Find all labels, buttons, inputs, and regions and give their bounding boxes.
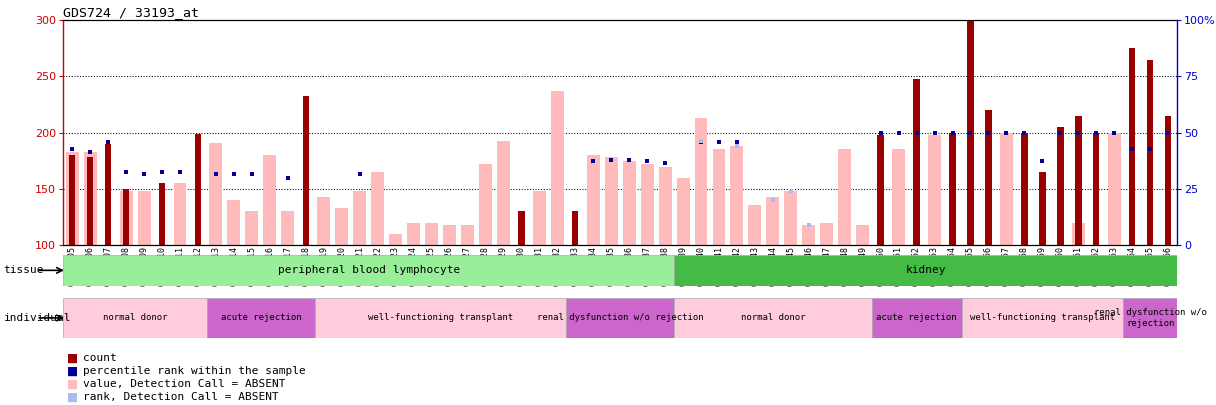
Text: ■: ■ — [67, 378, 78, 391]
Text: GDS724 / 33193_at: GDS724 / 33193_at — [63, 6, 199, 19]
Bar — [572, 211, 579, 245]
Bar — [195, 134, 201, 245]
Bar — [1040, 172, 1046, 245]
Bar — [623, 161, 636, 245]
Bar — [84, 152, 96, 245]
Text: normal donor: normal donor — [103, 313, 168, 322]
Bar — [1124, 298, 1177, 338]
Bar — [838, 149, 851, 245]
Text: percentile rank within the sample: percentile rank within the sample — [83, 367, 305, 376]
Text: ■: ■ — [67, 352, 78, 365]
Bar — [872, 298, 962, 338]
Text: kidney: kidney — [906, 265, 946, 275]
Text: rank, Detection Call = ABSENT: rank, Detection Call = ABSENT — [83, 392, 278, 402]
Text: well-functioning transplant: well-functioning transplant — [970, 313, 1115, 322]
Bar — [69, 155, 75, 245]
Bar — [950, 133, 956, 245]
Bar — [1071, 223, 1085, 245]
Text: individual: individual — [4, 313, 72, 323]
Bar — [766, 197, 779, 245]
Bar — [1128, 48, 1136, 245]
Text: ■: ■ — [67, 365, 78, 378]
Bar — [567, 298, 674, 338]
Bar — [443, 225, 456, 245]
Bar — [1093, 133, 1099, 245]
Bar — [518, 211, 524, 245]
Bar — [461, 225, 474, 245]
Bar — [1021, 133, 1028, 245]
Bar — [317, 197, 331, 245]
Text: acute rejection: acute rejection — [220, 313, 302, 322]
Bar — [676, 178, 689, 245]
Bar — [389, 234, 402, 245]
Bar — [281, 211, 294, 245]
Bar — [856, 225, 869, 245]
Bar — [1108, 133, 1121, 245]
Bar — [784, 191, 798, 245]
Bar — [674, 298, 872, 338]
Bar — [1075, 116, 1081, 245]
Bar — [967, 20, 974, 245]
Text: well-functioning transplant: well-functioning transplant — [368, 313, 513, 322]
Bar — [66, 152, 79, 245]
Bar — [137, 191, 151, 245]
Bar — [674, 255, 1177, 286]
Bar — [119, 191, 133, 245]
Bar — [878, 135, 884, 245]
Bar — [551, 91, 564, 245]
Bar — [336, 208, 348, 245]
Bar — [88, 158, 94, 245]
Text: peripheral blood lymphocyte: peripheral blood lymphocyte — [277, 265, 460, 275]
Bar — [928, 135, 941, 245]
Bar — [207, 298, 315, 338]
Bar — [731, 146, 743, 245]
Bar — [353, 191, 366, 245]
Bar — [303, 96, 309, 245]
Text: renal dysfunction w/o
rejection: renal dysfunction w/o rejection — [1093, 308, 1206, 328]
Bar — [209, 143, 223, 245]
Bar — [371, 172, 384, 245]
Bar — [604, 158, 618, 245]
Bar — [913, 79, 919, 245]
Bar — [641, 164, 653, 245]
Bar — [1057, 127, 1064, 245]
Bar — [1165, 116, 1171, 245]
Bar — [246, 211, 258, 245]
Bar — [105, 144, 112, 245]
Bar — [63, 255, 674, 286]
Bar — [748, 205, 761, 245]
Bar — [659, 168, 671, 245]
Bar — [315, 298, 567, 338]
Bar — [803, 225, 815, 245]
Bar — [1147, 60, 1153, 245]
Bar — [479, 164, 492, 245]
Bar — [713, 149, 726, 245]
Text: normal donor: normal donor — [741, 313, 805, 322]
Bar — [426, 223, 438, 245]
Bar — [407, 223, 420, 245]
Bar — [159, 183, 165, 245]
Bar — [1000, 133, 1013, 245]
Bar — [694, 118, 708, 245]
Bar — [497, 141, 510, 245]
Bar — [264, 155, 276, 245]
Bar — [821, 223, 833, 245]
Bar — [63, 298, 207, 338]
Text: ■: ■ — [67, 391, 78, 404]
Bar — [587, 155, 599, 245]
Bar — [227, 200, 241, 245]
Bar — [123, 189, 129, 245]
Text: count: count — [83, 354, 117, 363]
Bar — [533, 191, 546, 245]
Bar — [893, 149, 905, 245]
Text: tissue: tissue — [4, 265, 44, 275]
Bar — [174, 183, 186, 245]
Text: value, Detection Call = ABSENT: value, Detection Call = ABSENT — [83, 379, 286, 389]
Text: renal dysfunction w/o rejection: renal dysfunction w/o rejection — [536, 313, 704, 322]
Bar — [962, 298, 1124, 338]
Bar — [985, 110, 992, 245]
Text: acute rejection: acute rejection — [877, 313, 957, 322]
